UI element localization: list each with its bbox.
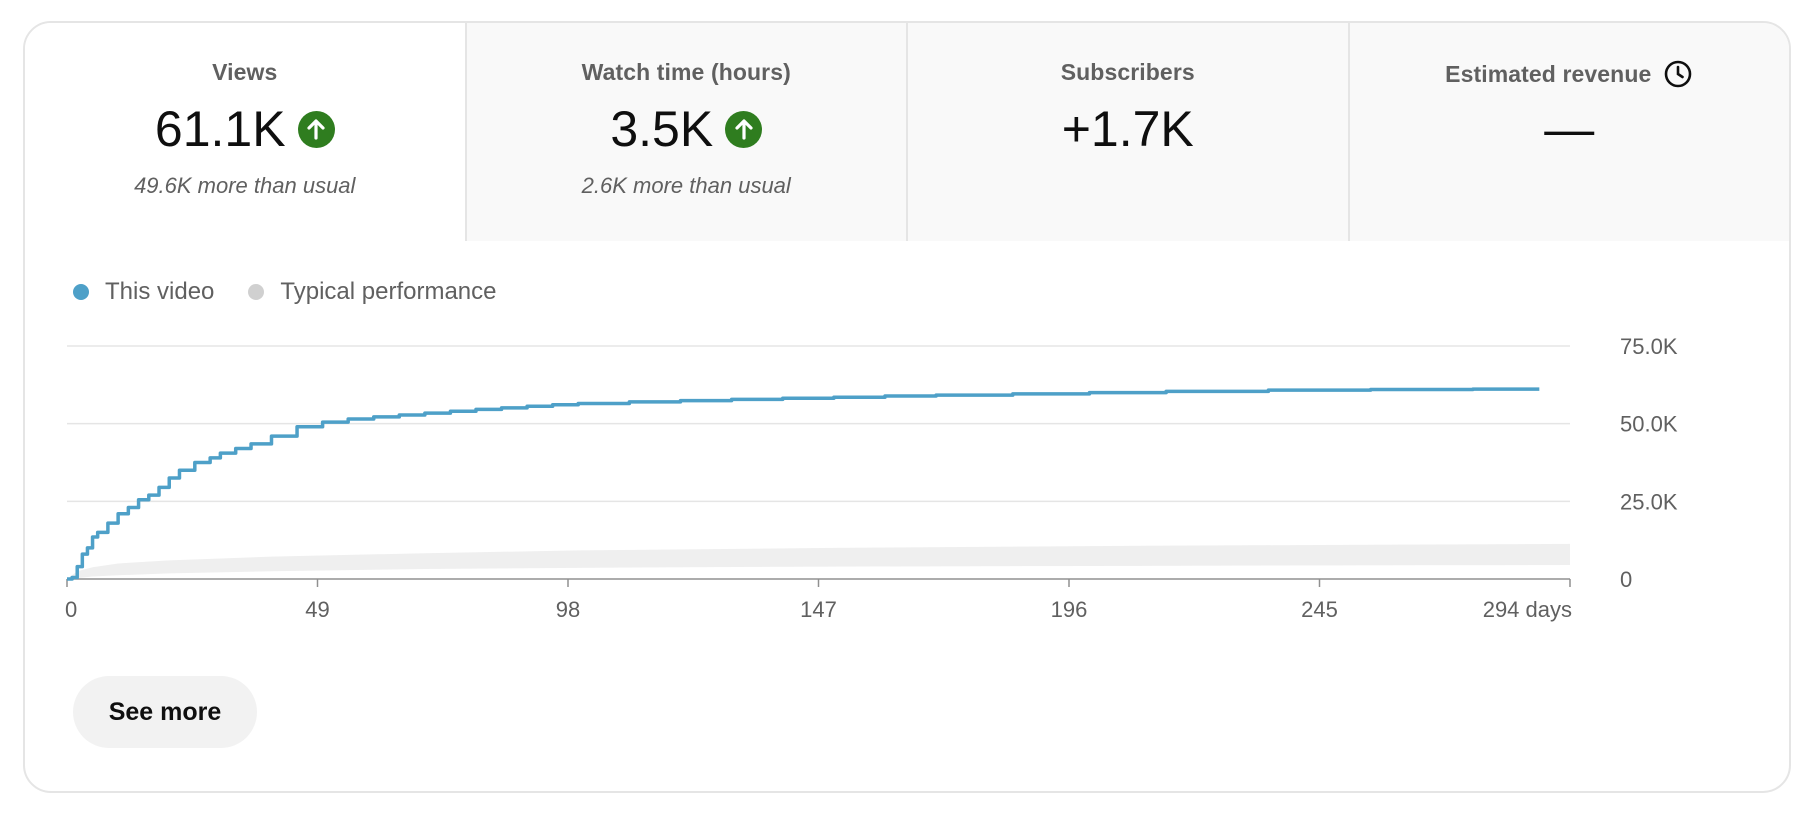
tab-watch-time[interactable]: Watch time (hours) 3.5K 2.6K more than u… (464, 23, 907, 241)
y-tick-label: 50.0K (1620, 412, 1678, 437)
metric-tabs: Views 61.1K 49.6K more than usual Watch … (25, 23, 1789, 241)
chart-legend: This video Typical performance (73, 278, 530, 306)
views-chart: 0 25.0K 50.0K 75.0K 0 49 98 147 196 245 294 days (65, 334, 1678, 622)
y-tick-label: 0 (1620, 567, 1632, 592)
this-video-line (67, 387, 1540, 581)
x-tick-label: 294 days (1483, 597, 1572, 622)
x-tick-label: 147 (800, 597, 837, 622)
tab-watch-time-label: Watch time (hours) (581, 59, 791, 85)
x-tick-label: 98 (556, 597, 580, 622)
tab-views-comparison: 49.6K more than usual (134, 173, 356, 198)
typical-performance-band (67, 543, 1570, 579)
legend-this-video: This video (73, 278, 214, 306)
typical-performance-dot-icon (248, 284, 265, 300)
arrow-up-circle-icon (725, 110, 763, 148)
arrow-up-circle-icon (297, 110, 335, 148)
legend-typical-performance: Typical performance (248, 278, 496, 306)
analytics-card: Views 61.1K 49.6K more than usual Watch … (23, 21, 1791, 793)
tab-revenue-label: Estimated revenue (1350, 59, 1790, 89)
x-tick-label: 245 (1301, 597, 1338, 622)
x-tick-label: 49 (305, 597, 329, 622)
x-tick-label: 196 (1051, 597, 1088, 622)
tab-estimated-revenue[interactable]: Estimated revenue — (1347, 23, 1790, 241)
tab-views-label: Views (212, 59, 278, 85)
tab-views[interactable]: Views 61.1K 49.6K more than usual (25, 23, 465, 241)
x-tick-label: 0 (65, 597, 77, 622)
tab-watch-time-comparison: 2.6K more than usual (581, 173, 791, 198)
see-more-button[interactable]: See more (73, 676, 257, 748)
tab-revenue-value: — (1544, 101, 1595, 157)
y-tick-label: 25.0K (1620, 489, 1678, 514)
tab-watch-time-value: 3.5K (467, 99, 907, 159)
tab-views-value: 61.1K (25, 99, 465, 159)
y-tick-label: 75.0K (1620, 334, 1678, 359)
this-video-dot-icon (73, 284, 89, 300)
tab-subscribers-label: Subscribers (1060, 59, 1195, 85)
clock-icon[interactable] (1663, 59, 1693, 89)
tab-subscribers-value: +1.7K (1061, 101, 1194, 157)
tab-subscribers[interactable]: Subscribers +1.7K (906, 23, 1348, 241)
